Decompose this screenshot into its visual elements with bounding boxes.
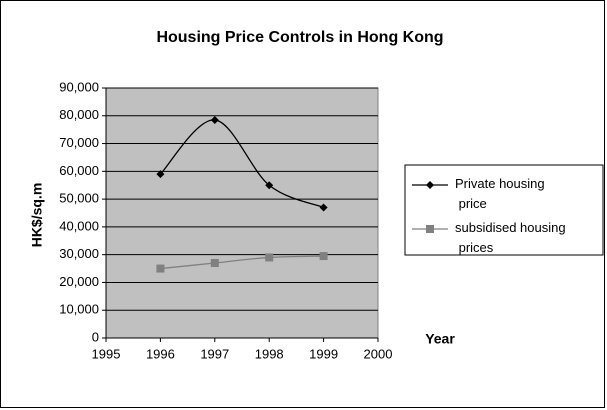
data-point [210,115,219,124]
x-tick-label: 1998 [255,346,284,361]
x-tick-label: 1996 [146,346,175,361]
legend-marker [426,225,434,233]
x-tick-label: 2000 [364,346,393,361]
y-tick-label: 80,000 [59,107,99,122]
y-tick-label: 0 [92,329,99,344]
x-tick-label: 1997 [200,346,229,361]
y-tick-label: 50,000 [59,191,99,206]
y-tick-label: 10,000 [59,302,99,317]
chart-title: Housing Price Controls in Hong Kong [156,29,443,46]
legend-label: Private housing price [455,176,545,211]
y-axis-title: HK$/sq.m [29,183,45,248]
series-line [160,255,324,270]
series-line [159,119,324,209]
data-point [265,181,274,190]
plot-area [105,87,379,339]
y-tick-label: 30,000 [59,246,99,261]
x-tick-label: 1995 [92,346,121,361]
y-tick-label: 40,000 [59,218,99,233]
x-axis-title: Year [425,331,455,347]
y-tick-label: 60,000 [59,163,99,178]
data-point [156,170,165,179]
data-point [210,259,219,267]
data-point [265,253,274,262]
y-tick-label: 90,000 [59,79,99,94]
data-point [156,264,165,273]
legend-label: subsidised housing prices [455,220,566,255]
data-point [319,203,328,212]
y-tick-label: 20,000 [59,274,99,289]
legend-marker [426,181,434,189]
legend-box [404,164,604,256]
data-point [319,252,328,261]
y-tick-label: 70,000 [59,135,99,150]
x-tick-label: 1999 [309,346,338,361]
